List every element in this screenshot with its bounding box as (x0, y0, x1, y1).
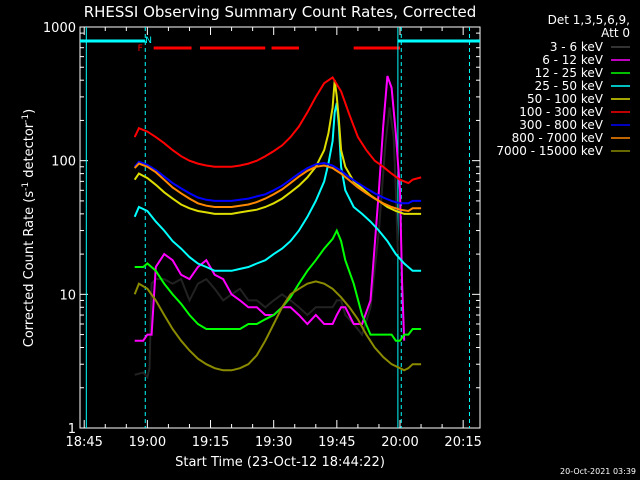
x-tick-labels: 18:45 19:00 19:15 19:30 19:45 20:00 20:15 (65, 435, 481, 450)
legend-label: 6 - 12 keV (542, 53, 604, 67)
series-2 (134, 228, 422, 342)
y-tick-labels: 1 10 100 1000 (43, 21, 76, 437)
legend-label: 300 - 800 keV (519, 118, 603, 132)
x-tick-label: 19:45 (318, 435, 355, 450)
legend-header-line1: Det 1,3,5,6,9, (548, 13, 630, 27)
x-tick-label: 19:15 (192, 435, 229, 450)
y-axis-label-sup2: -1 (21, 114, 31, 123)
y-tick-label: 1 (68, 422, 76, 437)
x-tick-label: 20:00 (381, 435, 418, 450)
series-1 (134, 75, 406, 342)
footer-timestamp: 20-Oct-2021 03:39 (560, 467, 636, 476)
flag-label-f: F (138, 44, 143, 54)
legend-header-line2: Att 0 (601, 26, 630, 40)
legend-label: 25 - 50 keV (535, 79, 604, 93)
legend-label: 50 - 100 keV (527, 92, 604, 106)
legend-label: 7000 - 15000 keV (496, 144, 603, 158)
chart-title: RHESSI Observing Summary Count Rates, Co… (84, 3, 477, 21)
instrument-flags: FN (80, 27, 480, 428)
series-4 (133, 80, 422, 215)
legend-label: 800 - 7000 keV (512, 131, 604, 145)
series-7 (133, 162, 422, 213)
series-0 (134, 107, 399, 380)
x-tick-label: 20:15 (444, 435, 481, 450)
y-tick-label: 100 (51, 155, 76, 170)
series-6 (133, 160, 422, 205)
flag-label-n: N (145, 36, 152, 46)
y-axis-label-sup1: -1 (21, 182, 31, 191)
series-8 (133, 280, 422, 372)
legend-label: 3 - 6 keV (550, 40, 604, 54)
y-axis-label-end: ) (22, 109, 37, 114)
y-axis-label: Corrected Count Rate (s-1 detector-1) (21, 109, 37, 347)
y-axis-label-mid: detector (22, 122, 37, 182)
x-tick-label: 18:45 (65, 435, 102, 450)
legend-label: 100 - 300 keV (519, 105, 603, 119)
plot-frame (79, 26, 481, 429)
series-3 (133, 102, 422, 272)
y-tick-label: 10 (59, 288, 76, 303)
x-axis-label: Start Time (23-Oct-12 18:44:22) (175, 455, 385, 470)
data-series (133, 75, 422, 380)
x-tick-label: 19:00 (129, 435, 166, 450)
y-axis-label-main: Corrected Count Rate (s (22, 191, 37, 348)
series-5 (133, 75, 422, 185)
y-tick-label: 1000 (43, 21, 76, 36)
x-tick-label: 19:30 (255, 435, 292, 450)
legend-label: 12 - 25 keV (535, 66, 604, 80)
